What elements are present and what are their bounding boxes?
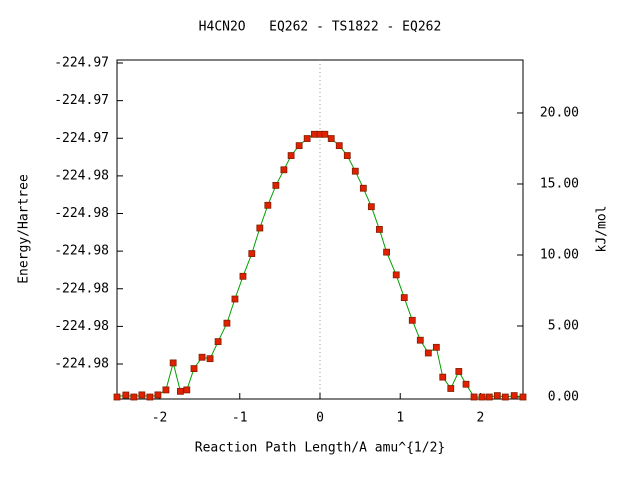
x-tick-label: 0 (316, 411, 324, 426)
y-tick-label: -224.98 (54, 281, 109, 296)
point (485, 393, 493, 401)
point (146, 393, 154, 401)
x-tick-label: 2 (477, 411, 485, 426)
y-tick-label: -224.98 (54, 206, 109, 221)
point (478, 393, 486, 401)
point (264, 201, 272, 209)
point (432, 343, 440, 351)
point (154, 391, 162, 399)
y2-tick-label: 15.00 (540, 176, 579, 191)
y-tick-label: -224.97 (54, 93, 109, 108)
point (462, 380, 470, 388)
point (408, 316, 416, 324)
point (310, 130, 318, 138)
point (295, 142, 303, 150)
point (335, 142, 343, 150)
point (248, 250, 256, 257)
point (190, 365, 198, 373)
point (206, 355, 214, 363)
y2-tick-label: 10.00 (540, 247, 579, 262)
point (176, 387, 184, 395)
point (519, 393, 527, 401)
point (287, 152, 295, 159)
x-tick-label: 1 (396, 411, 404, 426)
x-axis-label: Reaction Path Length/A amu^{1/2} (195, 441, 445, 456)
point (256, 224, 264, 232)
y-tick-label: -224.98 (54, 357, 109, 372)
point (198, 353, 206, 361)
point (367, 203, 375, 211)
y-tick-label: -224.97 (54, 131, 109, 146)
point (359, 184, 367, 192)
point (400, 294, 408, 301)
point (113, 393, 121, 401)
point (510, 392, 518, 399)
point (183, 386, 191, 394)
y2-tick-label: 0.00 (548, 390, 579, 405)
point (383, 248, 390, 256)
curve (116, 133, 524, 398)
point (439, 373, 447, 381)
y-tick-label: -224.98 (54, 168, 109, 183)
y2-tick-label: 5.00 (548, 319, 579, 334)
y-tick-label: -224.97 (54, 56, 109, 71)
chart-title: H4CN2O EQ262 - TS1822 - EQ262 (199, 20, 442, 35)
point (239, 272, 247, 280)
y-tick-label: -224.98 (54, 319, 109, 334)
x-tick-label: -1 (232, 411, 248, 426)
point (303, 135, 311, 142)
point (343, 152, 351, 159)
y-axis-label: Energy/Hartree (17, 174, 32, 284)
point (493, 392, 501, 399)
point (214, 338, 222, 346)
point (138, 391, 146, 399)
point (231, 295, 239, 303)
y2-axis-label: kJ/mol (595, 206, 610, 253)
point (501, 393, 509, 401)
y2-tick-label: 20.00 (540, 105, 579, 120)
point (162, 386, 170, 394)
point (327, 135, 335, 142)
point (416, 336, 424, 344)
point (280, 166, 288, 174)
point (169, 359, 177, 367)
point (470, 393, 478, 401)
point (392, 271, 400, 279)
point (272, 182, 280, 189)
point (455, 368, 463, 375)
point (223, 319, 231, 327)
point (122, 391, 130, 399)
point (351, 167, 359, 175)
point (375, 226, 383, 233)
point (130, 393, 138, 401)
point (424, 349, 432, 357)
point (321, 130, 329, 138)
x-tick-label: -2 (152, 411, 168, 426)
point (447, 385, 455, 392)
y-tick-label: -224.98 (54, 244, 109, 259)
